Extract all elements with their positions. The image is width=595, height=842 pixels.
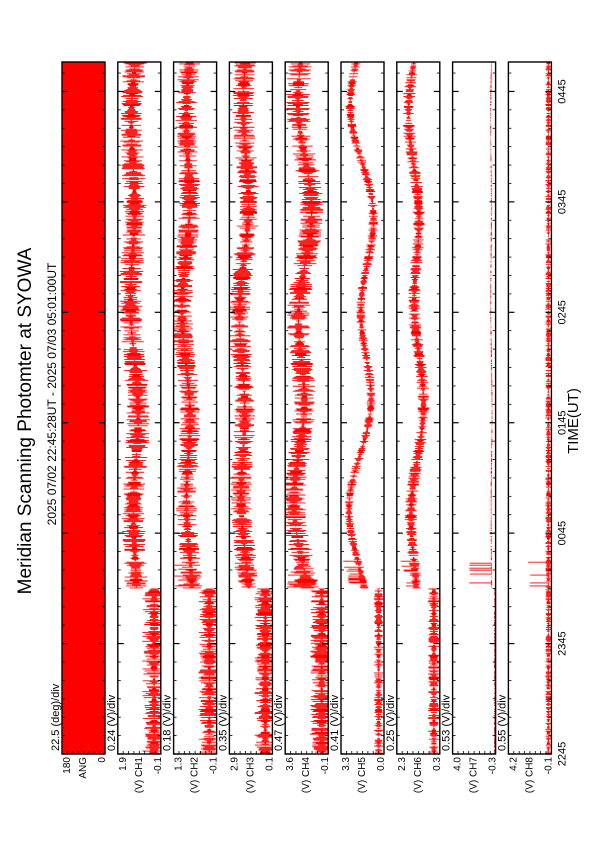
x-tick-label: 2245 <box>556 742 568 766</box>
y-min-label: 0.3 <box>432 757 443 771</box>
y-channel-label: (V) CH7 <box>469 757 480 794</box>
y-min-label: 0 <box>97 757 108 763</box>
y-max-label: 3.3 <box>341 757 352 771</box>
y-max-label: 1.3 <box>174 757 185 771</box>
scale-label: 0.53 (V)/div <box>441 694 453 751</box>
trace-ch4 <box>285 61 329 755</box>
y-min-label: -0.3 <box>488 757 499 775</box>
panel-frame <box>451 61 497 755</box>
trace-ch2 <box>173 61 217 755</box>
x-tick-label: 0245 <box>556 300 568 324</box>
y-max-label: 180 <box>62 757 73 774</box>
scale-label: 0.35 (V)/div <box>217 694 229 751</box>
x-tick-label: 0145 <box>556 410 568 434</box>
x-tick-label: 2345 <box>556 631 568 655</box>
trace-ch1 <box>118 61 161 755</box>
x-tick-label: 0345 <box>556 190 568 214</box>
y-min-label: -0.1 <box>209 757 220 775</box>
chart-title: Meridian Scanning Photomter at SYOWA <box>15 247 36 594</box>
y-min-label: -0.1 <box>543 757 554 775</box>
x-tick-label: 0445 <box>556 79 568 103</box>
y-max-label: 2.3 <box>397 757 408 771</box>
angle-scan-fill <box>62 62 105 754</box>
y-max-label: 2.9 <box>229 757 240 771</box>
y-min-label: -0.1 <box>153 757 164 775</box>
trace-ch6 <box>400 61 440 755</box>
y-min-label: 0.1 <box>264 757 275 771</box>
trace-ch8 <box>528 61 552 755</box>
scale-label: 0.47 (V)/div <box>273 694 285 751</box>
y-channel-label: (V) CH2 <box>190 757 201 794</box>
scale-label: 0.18 (V)/div <box>162 694 174 751</box>
x-axis-label: TIME(UT) <box>565 388 582 454</box>
y-channel-label: (V) CH5 <box>357 757 368 794</box>
trace-ch3 <box>229 61 273 755</box>
y-channel-label: (V) CH8 <box>524 757 535 794</box>
y-channel-label: (V) CH6 <box>413 757 424 794</box>
y-max-label: 1.9 <box>118 757 129 771</box>
y-max-label: 4.0 <box>453 757 464 771</box>
scale-label: 0.41 (V)/div <box>329 694 341 751</box>
y-min-label: -0.1 <box>320 757 331 775</box>
scale-label: 0.25 (V)/div <box>385 694 397 751</box>
trace-ch5 <box>343 61 384 755</box>
scale-label: 0.24 (V)/div <box>106 694 118 751</box>
y-min-label: 0.0 <box>376 757 387 771</box>
y-channel-label: (V) CH4 <box>301 757 312 794</box>
trace-ch7 <box>469 61 496 755</box>
x-tick-label: 0045 <box>556 521 568 545</box>
chart-subtitle: 2025 07/02 22:45:28UT - 2025 07/03 05:01… <box>45 262 59 525</box>
scale-label: 0.55 (V)/div <box>496 694 508 751</box>
y-max-label: 4.2 <box>508 757 519 771</box>
y-channel-label: ANG <box>78 757 89 779</box>
y-max-label: 3.6 <box>285 757 296 771</box>
panel-frame <box>507 61 553 755</box>
y-channel-label: (V) CH3 <box>245 757 256 794</box>
y-channel-label: (V) CH1 <box>134 757 145 794</box>
scale-label: 22.5 (deg)/div <box>50 683 62 751</box>
